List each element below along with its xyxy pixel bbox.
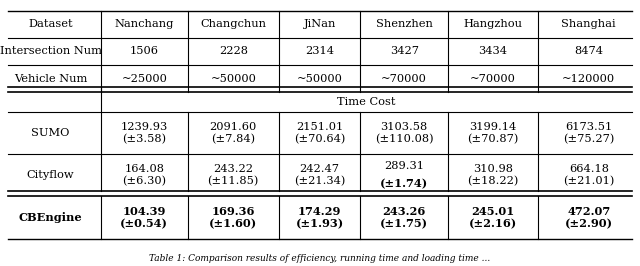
Text: Dataset: Dataset	[28, 19, 73, 29]
Text: Changchun: Changchun	[200, 19, 266, 29]
Text: 310.98
(±18.22): 310.98 (±18.22)	[467, 164, 518, 186]
Text: 2228: 2228	[219, 46, 248, 56]
Text: 2151.01
(±70.64): 2151.01 (±70.64)	[294, 122, 346, 144]
Text: Cityflow: Cityflow	[27, 170, 74, 180]
Text: 242.47
(±21.34): 242.47 (±21.34)	[294, 164, 346, 186]
Text: 3434: 3434	[478, 46, 508, 56]
Text: ~50000: ~50000	[211, 74, 256, 84]
Text: 3103.58
(±110.08): 3103.58 (±110.08)	[375, 122, 433, 144]
Text: Time Cost: Time Cost	[337, 97, 396, 107]
Text: ~25000: ~25000	[122, 74, 167, 84]
Text: 245.01
(±2.16): 245.01 (±2.16)	[468, 206, 517, 230]
Text: 3199.14
(±70.87): 3199.14 (±70.87)	[467, 122, 518, 144]
Text: 1506: 1506	[130, 46, 159, 56]
Text: 8474: 8474	[574, 46, 604, 56]
Text: Intersection Num: Intersection Num	[0, 46, 102, 56]
Text: Table 1: Comparison results of efficiency, running time and loading time ...: Table 1: Comparison results of efficienc…	[149, 253, 491, 263]
Text: 289.31: 289.31	[384, 161, 424, 172]
Text: 243.22
(±11.85): 243.22 (±11.85)	[207, 164, 259, 186]
Text: 6173.51
(±75.27): 6173.51 (±75.27)	[563, 122, 614, 144]
Text: Nanchang: Nanchang	[115, 19, 174, 29]
Text: 169.36
(±1.60): 169.36 (±1.60)	[209, 206, 257, 230]
Text: 1239.93
(±3.58): 1239.93 (±3.58)	[121, 122, 168, 144]
Text: JiNan: JiNan	[303, 19, 336, 29]
Text: 664.18
(±21.01): 664.18 (±21.01)	[563, 164, 614, 186]
Text: ~120000: ~120000	[562, 74, 616, 84]
Text: (±1.74): (±1.74)	[380, 178, 428, 189]
Text: 104.39
(±0.54): 104.39 (±0.54)	[120, 206, 168, 230]
Text: Shenzhen: Shenzhen	[376, 19, 433, 29]
Text: SUMO: SUMO	[31, 128, 70, 138]
Text: 3427: 3427	[390, 46, 419, 56]
Text: ~70000: ~70000	[381, 74, 427, 84]
Text: ~50000: ~50000	[297, 74, 342, 84]
Text: 243.26
(±1.75): 243.26 (±1.75)	[380, 206, 428, 230]
Text: Vehicle Num: Vehicle Num	[14, 74, 87, 84]
Text: Hangzhou: Hangzhou	[463, 19, 522, 29]
Text: 174.29
(±1.93): 174.29 (±1.93)	[296, 206, 344, 230]
Text: Shanghai: Shanghai	[561, 19, 616, 29]
Text: 164.08
(±6.30): 164.08 (±6.30)	[122, 164, 166, 186]
Text: 472.07
(±2.90): 472.07 (±2.90)	[564, 206, 613, 230]
Text: 2314: 2314	[305, 46, 334, 56]
Text: CBEngine: CBEngine	[19, 212, 83, 223]
Text: 2091.60
(±7.84): 2091.60 (±7.84)	[210, 122, 257, 144]
Text: ~70000: ~70000	[470, 74, 516, 84]
